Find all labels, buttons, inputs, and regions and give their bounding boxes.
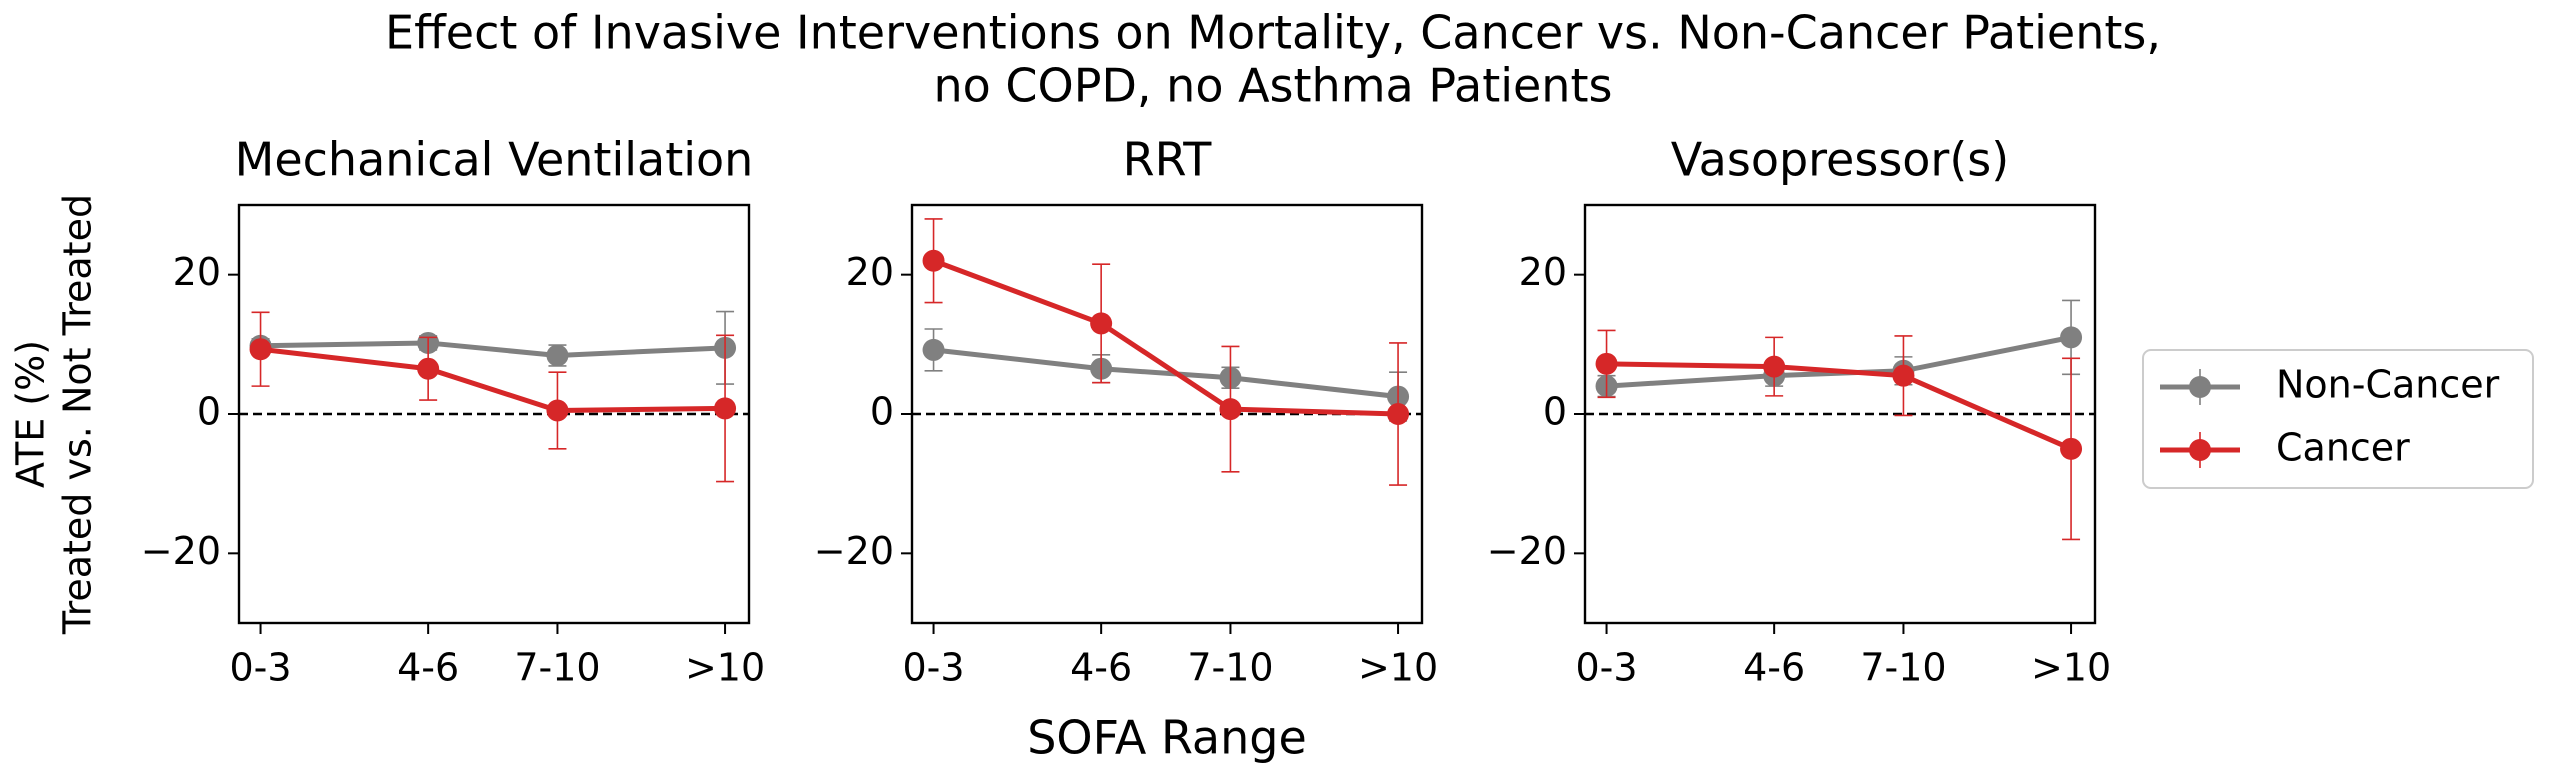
data-point (714, 397, 737, 420)
series-line (932, 258, 1399, 417)
data-point (2060, 437, 2083, 460)
data-point (1090, 312, 1113, 335)
x-tick-label: >10 (1358, 646, 1438, 690)
data-point (1595, 352, 1618, 375)
y-tick-label: −20 (814, 529, 894, 573)
panel-title: Vasopressor(s) (1671, 133, 2009, 187)
data-point (546, 399, 569, 422)
series-line (260, 346, 726, 414)
legend-label: Non-Cancer (2276, 363, 2500, 407)
data-point (1387, 403, 1410, 425)
series-line (1606, 334, 2072, 389)
series-line (260, 340, 726, 358)
plot-frame (910, 203, 1424, 625)
y-tick-label: 20 (1519, 250, 1567, 294)
figure-title: no COPD, no Asthma Patients (934, 59, 1613, 113)
x-tick-label: 4-6 (397, 646, 459, 690)
data-point (2060, 326, 2083, 349)
x-tick-label: 0-3 (903, 646, 965, 690)
data-point (922, 338, 945, 361)
x-tick-label: 7-10 (1860, 646, 1946, 690)
data-point (922, 249, 945, 272)
x-tick-label: >10 (2031, 646, 2111, 690)
x-tick-label: 4-6 (1070, 646, 1132, 690)
y-tick-label: 20 (173, 250, 221, 294)
data-point (546, 344, 569, 367)
y-axis-label: Treated vs. Not Treated (56, 194, 100, 635)
data-point (1219, 398, 1242, 421)
x-tick-label: >10 (685, 646, 765, 690)
legend-marker (2189, 439, 2211, 461)
x-tick-label: 0-3 (1576, 646, 1638, 690)
y-tick-label: 0 (1543, 390, 1567, 434)
legend-marker (2189, 376, 2211, 398)
y-tick-label: 0 (197, 390, 221, 434)
y-tick-label: 20 (846, 250, 894, 294)
data-point (1763, 355, 1786, 378)
plot-frame (1583, 203, 2097, 625)
data-point (1892, 364, 1915, 387)
y-tick-label: −20 (1487, 529, 1567, 573)
y-tick-label: −20 (141, 529, 221, 573)
x-tick-label: 0-3 (230, 646, 292, 690)
y-tick-label: 0 (870, 390, 894, 434)
panel-title: Mechanical Ventilation (235, 133, 754, 187)
y-axis-label: ATE (%) (9, 340, 53, 488)
x-axis-label: SOFA Range (1027, 711, 1307, 765)
series-line (933, 347, 1399, 400)
x-tick-label: 4-6 (1743, 646, 1805, 690)
figure-title: Effect of Invasive Interventions on Mort… (385, 6, 2161, 60)
panel-title: RRT (1123, 133, 1213, 187)
x-tick-label: 7-10 (1187, 646, 1273, 690)
x-tick-label: 7-10 (514, 646, 600, 690)
legend-label: Cancer (2276, 426, 2410, 470)
legend-box (2142, 349, 2534, 489)
data-point (417, 357, 440, 380)
data-point (249, 338, 272, 361)
plot-frame (237, 203, 751, 625)
series-line (1606, 361, 2073, 452)
